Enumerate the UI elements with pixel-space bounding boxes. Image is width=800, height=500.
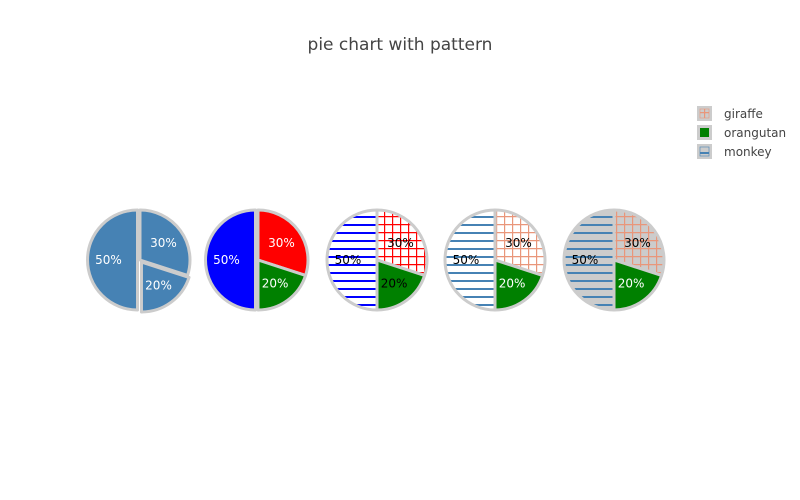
slice-label-giraffe: 30%	[387, 236, 414, 250]
pie-1: 30% 20% 50%	[86, 208, 192, 314]
legend-swatch-giraffe	[699, 108, 710, 119]
slice-label-giraffe: 30%	[150, 236, 177, 250]
pie-2: 30% 20% 50%	[204, 208, 310, 312]
slice-label-giraffe: 30%	[505, 236, 532, 250]
pie-slice-giraffe[interactable]	[493, 208, 547, 277]
legend-label-monkey: monkey	[724, 145, 772, 159]
legend-label-orangutan: orangutan	[724, 126, 786, 140]
pie-slice-orangutan[interactable]	[493, 258, 545, 312]
pie-slice-giraffe[interactable]	[375, 208, 429, 277]
pie-slice-orangutan[interactable]	[375, 258, 427, 312]
slice-label-monkey: 50%	[213, 253, 240, 267]
chart-title: pie chart with pattern	[308, 35, 493, 55]
legend-label-giraffe: giraffe	[724, 107, 763, 121]
slice-label-giraffe: 30%	[268, 236, 295, 250]
pie-slice-orangutan[interactable]	[139, 260, 191, 314]
slice-label-monkey: 50%	[453, 253, 480, 267]
pie-slice-orangutan[interactable]	[612, 258, 664, 312]
legend-swatch-monkey	[699, 146, 710, 157]
slice-label-orangutan: 20%	[145, 278, 172, 292]
pies-group: 30% 20% 50% 30% 20% 50% 30% 20% 50% 30% 20% 50% 30% 2…	[86, 208, 666, 314]
pie-4: 30% 20% 50%	[443, 208, 547, 312]
pie-slice-giraffe[interactable]	[256, 208, 310, 277]
slice-label-orangutan: 20%	[381, 276, 408, 290]
slice-label-orangutan: 20%	[499, 276, 526, 290]
pie-slice-giraffe[interactable]	[138, 208, 192, 277]
legend-swatch-orangutan	[700, 128, 709, 137]
slice-label-orangutan: 20%	[618, 276, 645, 290]
pie-slice-monkey[interactable]	[443, 208, 497, 312]
pie-slice-monkey[interactable]	[325, 208, 379, 312]
pie-slice-monkey[interactable]	[86, 208, 139, 312]
legend-item-giraffe[interactable]: giraffe	[697, 106, 763, 121]
pie-slice-monkey[interactable]	[204, 208, 257, 312]
slice-label-monkey: 50%	[95, 253, 122, 267]
legend-item-monkey[interactable]: monkey	[697, 144, 772, 159]
slice-label-giraffe: 30%	[624, 236, 651, 250]
pie-slice-orangutan[interactable]	[256, 258, 308, 312]
pie-5: 30% 20% 50%	[562, 208, 666, 312]
pie-3: 30% 20% 50%	[325, 208, 429, 312]
legend: giraffe orangutan monkey	[697, 106, 786, 159]
pie-slice-monkey[interactable]	[562, 208, 616, 312]
slice-label-monkey: 50%	[335, 253, 362, 267]
legend-item-orangutan[interactable]: orangutan	[697, 125, 786, 140]
slice-label-monkey: 50%	[572, 253, 599, 267]
pie-slice-giraffe[interactable]	[612, 208, 666, 277]
slice-label-orangutan: 20%	[262, 276, 289, 290]
